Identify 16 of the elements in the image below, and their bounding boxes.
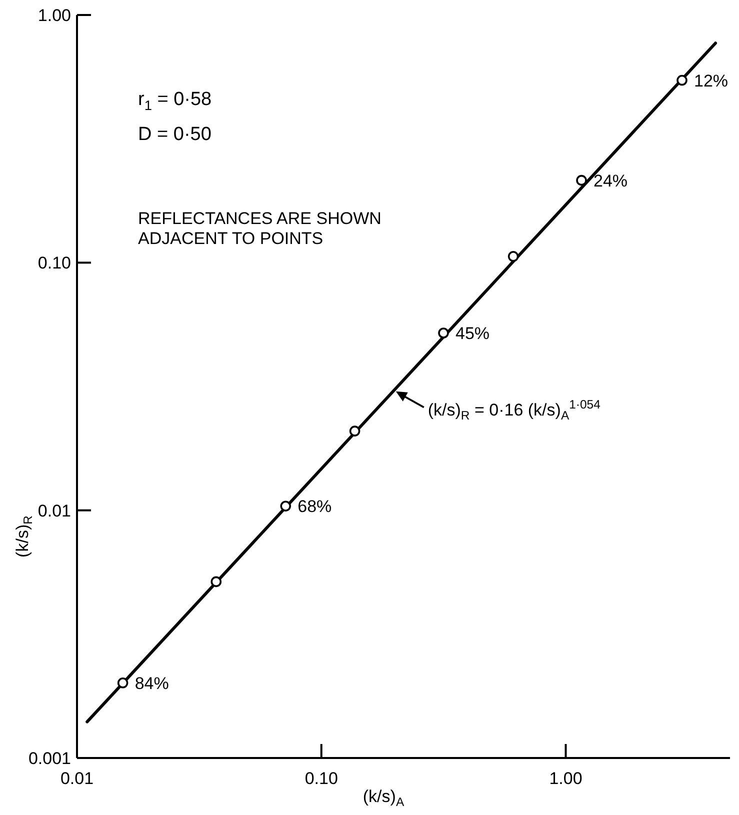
x-tick-label: 1.00 (549, 769, 582, 788)
y-tick-label: 0.10 (38, 254, 71, 273)
annotation: 24% (594, 171, 628, 190)
annotation: 68% (298, 497, 332, 516)
annotation: 84% (134, 674, 169, 693)
x-tick-label: 0.01 (60, 769, 94, 788)
x-axis-title: (k/s)$_{A}$ (362, 787, 405, 810)
x-tick-label: 0.10 (304, 769, 338, 788)
annotation: 45% (455, 324, 490, 344)
annotation: 12% (694, 71, 728, 90)
annotation: D = 0·50 (138, 124, 212, 145)
annotation: r$_{1}$ = 0·58 (138, 89, 212, 113)
y-tick-label: 1.00 (38, 6, 71, 25)
y-tick-label: 0.001 (28, 749, 71, 768)
y-tick-label: 0.01 (38, 501, 71, 520)
annotation: REFLECTANCES ARE SHOWN ADJACENT TO POINTS (138, 209, 382, 248)
